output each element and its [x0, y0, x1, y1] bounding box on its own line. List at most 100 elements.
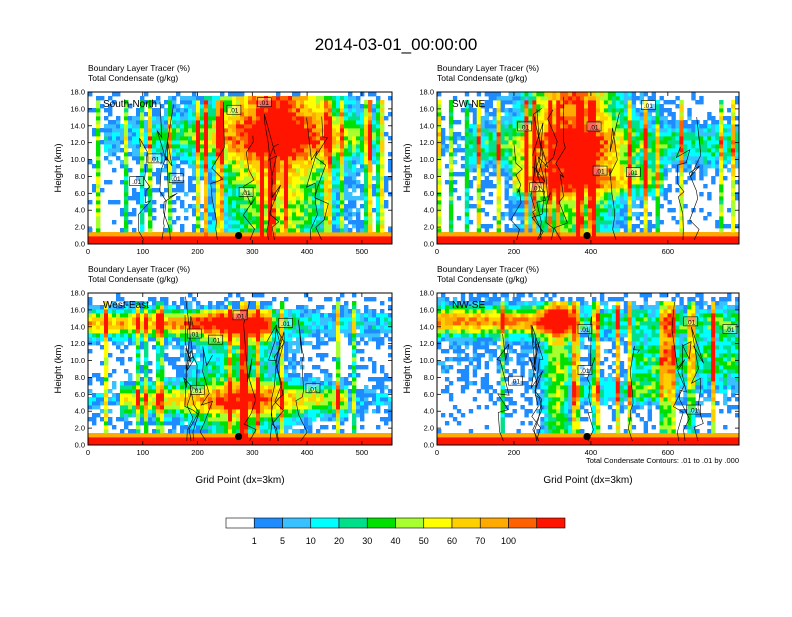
- y-tick-label: 16.0: [419, 305, 434, 314]
- contour-label: .01: [532, 185, 541, 192]
- panel-1: Boundary Layer Tracer (%)Total Condensat…: [402, 63, 739, 256]
- x-tick-label: 0: [86, 247, 90, 256]
- x-tick-label: 200: [191, 448, 204, 457]
- contour-label: .01: [644, 103, 653, 110]
- colorbar-swatch: [226, 518, 254, 528]
- location-marker: [583, 232, 590, 239]
- colorbar-swatch: [537, 518, 565, 528]
- x-tick-label: 400: [585, 247, 598, 256]
- x-tick-label: 400: [301, 448, 314, 457]
- contour-label: .01: [172, 176, 181, 183]
- y-tick-label: 16.0: [70, 305, 85, 314]
- colorbar-tick-label: 50: [419, 536, 429, 546]
- contour-label: .01: [520, 124, 529, 131]
- location-marker: [235, 232, 242, 239]
- y-tick-label: 2.0: [75, 424, 85, 433]
- y-tick-label: 0.0: [424, 441, 434, 450]
- contour-label: .01: [193, 388, 202, 395]
- colorbar-tick-label: 5: [280, 536, 285, 546]
- contour-label: .01: [596, 169, 605, 176]
- panel-label: South-North: [103, 99, 157, 110]
- colorbar-tick-label: 10: [306, 536, 316, 546]
- panels: Boundary Layer Tracer (%)Total Condensat…: [53, 63, 739, 486]
- colorbar-swatch: [311, 518, 339, 528]
- panel-3: Boundary Layer Tracer (%)Total Condensat…: [402, 264, 739, 486]
- subtitle-tracer: Boundary Layer Tracer (%): [437, 264, 539, 274]
- colorbar-swatch: [452, 518, 480, 528]
- y-tick-label: 16.0: [70, 104, 85, 113]
- y-tick-label: 18.0: [419, 289, 434, 298]
- colorbar-tick-label: 100: [501, 536, 516, 546]
- y-axis-label: Height (km): [53, 344, 64, 393]
- y-tick-label: 12.0: [70, 339, 85, 348]
- contour-label: .01: [190, 332, 199, 339]
- contour-label: .01: [511, 379, 520, 386]
- y-tick-label: 14.0: [70, 121, 85, 130]
- x-tick-label: 0: [435, 247, 439, 256]
- colorbar-swatch: [509, 518, 537, 528]
- contour-label: .01: [211, 338, 220, 345]
- x-tick-label: 100: [137, 448, 150, 457]
- colorbar-tick-label: 70: [475, 536, 485, 546]
- subtitle-tracer: Boundary Layer Tracer (%): [437, 63, 539, 73]
- colorbar-swatch: [283, 518, 311, 528]
- y-tick-label: 14.0: [70, 322, 85, 331]
- contour-label: .01: [580, 368, 589, 375]
- y-tick-label: 8.0: [424, 172, 434, 181]
- panel-2: Boundary Layer Tracer (%)Total Condensat…: [53, 264, 392, 486]
- contour-label: .01: [235, 313, 244, 320]
- contour-label: .01: [629, 170, 638, 177]
- y-tick-label: 10.0: [70, 155, 85, 164]
- y-tick-label: 2.0: [424, 424, 434, 433]
- tracer-field: [88, 92, 392, 244]
- page-title: 2014-03-01_00:00:00: [315, 35, 478, 54]
- y-tick-label: 14.0: [419, 322, 434, 331]
- colorbar-swatch: [396, 518, 424, 528]
- colorbar-swatch: [254, 518, 282, 528]
- y-tick-label: 10.0: [419, 356, 434, 365]
- y-tick-label: 0.0: [424, 240, 434, 249]
- x-tick-label: 300: [246, 247, 259, 256]
- contour-label: .01: [725, 327, 734, 334]
- colorbar-tick-label: 60: [447, 536, 457, 546]
- contour-label: .01: [242, 190, 251, 197]
- colorbar-tick-label: 20: [334, 536, 344, 546]
- panel-label: West-East: [103, 300, 149, 311]
- subtitle-condensate: Total Condensate (g/kg): [437, 274, 527, 284]
- colorbar-tick-label: 40: [390, 536, 400, 546]
- y-tick-label: 18.0: [70, 289, 85, 298]
- subtitle-tracer: Boundary Layer Tracer (%): [88, 63, 190, 73]
- colorbar-tick-label: 1: [252, 536, 257, 546]
- contour-label: .01: [590, 124, 599, 131]
- y-axis-label: Height (km): [53, 143, 64, 192]
- y-tick-label: 12.0: [419, 138, 434, 147]
- x-tick-label: 0: [86, 448, 90, 457]
- y-tick-label: 6.0: [75, 189, 85, 198]
- y-tick-label: 8.0: [75, 172, 85, 181]
- y-tick-label: 2.0: [75, 223, 85, 232]
- y-tick-label: 4.0: [424, 206, 434, 215]
- y-tick-label: 10.0: [419, 155, 434, 164]
- panel-label: SW-NE: [452, 99, 485, 110]
- subtitle-condensate: Total Condensate (g/kg): [88, 73, 178, 83]
- y-tick-label: 6.0: [424, 390, 434, 399]
- y-axis-label: Height (km): [402, 143, 413, 192]
- colorbar-swatch: [480, 518, 508, 528]
- y-tick-label: 12.0: [70, 138, 85, 147]
- contour-label: .01: [150, 156, 159, 163]
- colorbar-swatch: [424, 518, 452, 528]
- contour-label: .01: [132, 179, 141, 186]
- y-tick-label: 16.0: [419, 104, 434, 113]
- y-tick-label: 14.0: [419, 121, 434, 130]
- y-axis-label: Height (km): [402, 344, 413, 393]
- x-axis-label: Grid Point (dx=3km): [543, 475, 632, 486]
- y-tick-label: 8.0: [75, 373, 85, 382]
- y-tick-label: 18.0: [70, 88, 85, 97]
- footnote: Total Condensate Contours: .01 to .01 by…: [586, 456, 739, 465]
- colorbar-swatch: [339, 518, 367, 528]
- colorbar-swatch: [367, 518, 395, 528]
- y-tick-label: 6.0: [75, 390, 85, 399]
- y-tick-label: 4.0: [424, 407, 434, 416]
